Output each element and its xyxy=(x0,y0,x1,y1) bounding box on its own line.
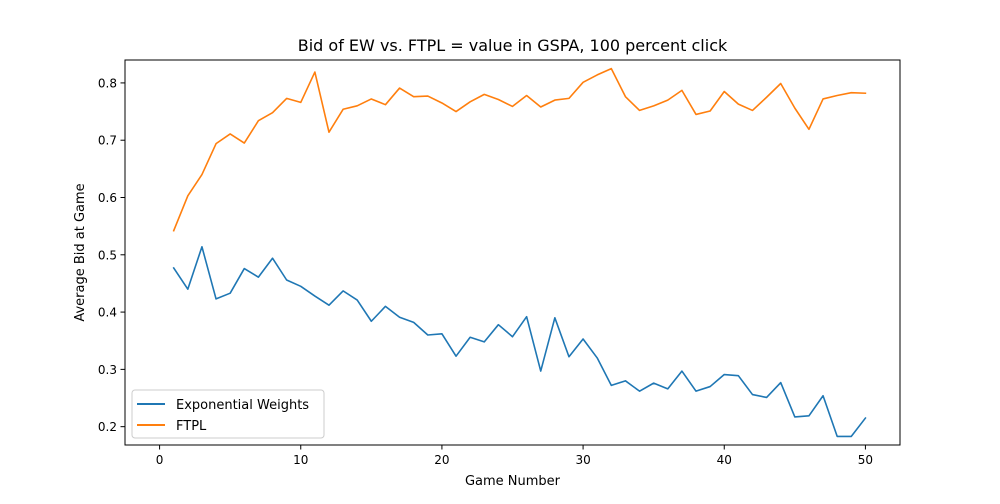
series-line-ftpl xyxy=(172,67,867,232)
y-tick-label: 0.2 xyxy=(98,420,117,434)
legend-label-ew: Exponential Weights xyxy=(176,398,309,413)
y-tick-label: 0.7 xyxy=(98,134,117,148)
y-tick-label: 0.6 xyxy=(98,191,117,205)
plot-frame xyxy=(124,59,901,446)
x-tick-label: 30 xyxy=(575,453,590,467)
legend: Exponential Weights FTPL xyxy=(131,389,325,439)
x-tick-label: 0 xyxy=(156,453,164,467)
chart-title: Bid of EW vs. FTPL = value in GSPA, 100 … xyxy=(298,36,728,55)
x-tick-label: 10 xyxy=(293,453,308,467)
x-tick-label: 20 xyxy=(434,453,449,467)
x-tick-label: 40 xyxy=(717,453,732,467)
series-line-exponential-weights xyxy=(172,245,867,438)
y-tick-label: 0.5 xyxy=(98,248,117,262)
legend-box xyxy=(131,389,325,439)
y-axis-label: Average Bid at Game xyxy=(73,183,88,321)
x-axis-label: Game Number xyxy=(465,474,561,489)
y-tick-label: 0.3 xyxy=(98,363,117,377)
legend-label-ftpl: FTPL xyxy=(176,419,207,434)
y-tick-label: 0.8 xyxy=(98,76,117,90)
y-tick-label: 0.4 xyxy=(98,306,117,320)
x-tick-label: 50 xyxy=(858,453,873,467)
